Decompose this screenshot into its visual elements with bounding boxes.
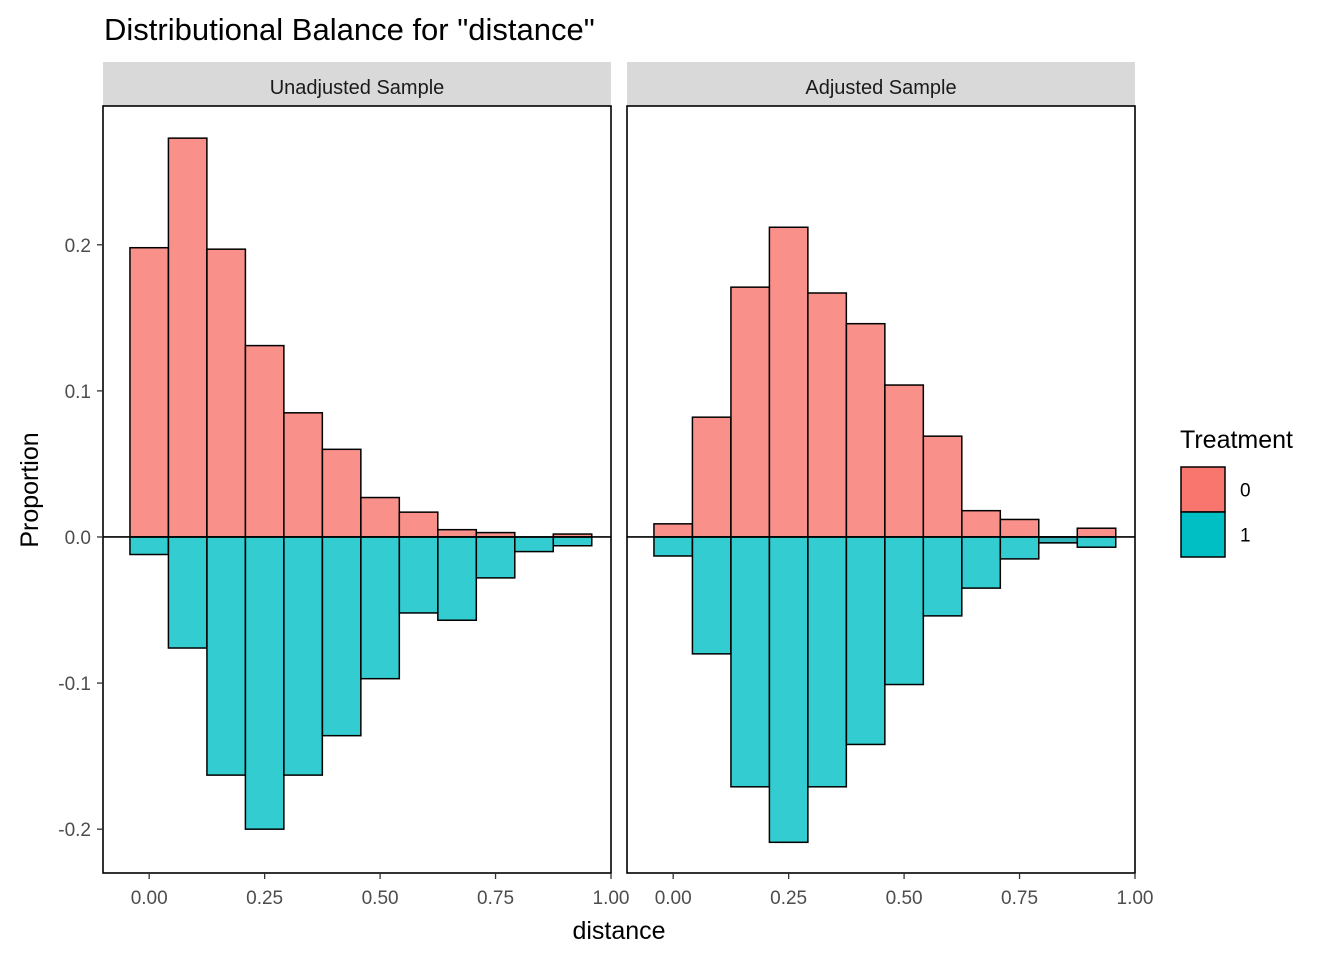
- bar: [206, 536, 247, 776]
- bar: [283, 536, 324, 776]
- x-tick-label: 0.75: [1001, 888, 1038, 909]
- x-tick-label: 0.50: [362, 888, 399, 909]
- bar: [730, 536, 771, 788]
- bar: [321, 536, 362, 737]
- x-tick-label: 0.25: [770, 888, 807, 909]
- bar: [884, 384, 925, 538]
- bar: [437, 528, 478, 538]
- y-tick-label: 0.2: [65, 236, 91, 257]
- bar: [398, 511, 439, 538]
- bar: [360, 536, 401, 680]
- x-tick-label: 1.00: [593, 888, 630, 909]
- y-tick-label: -0.2: [58, 820, 91, 841]
- bar: [768, 226, 809, 538]
- bar: [653, 536, 694, 557]
- bar: [730, 286, 771, 538]
- bar: [244, 344, 285, 538]
- bar: [1038, 536, 1078, 544]
- bar: [845, 536, 886, 746]
- x-tick-label: 1.00: [1117, 888, 1154, 909]
- bar: [552, 536, 593, 547]
- bar: [999, 518, 1040, 538]
- panel-strip: [103, 62, 611, 106]
- legend-label: 0: [1240, 481, 1251, 502]
- bar: [167, 536, 208, 649]
- bar: [845, 322, 886, 538]
- y-axis-title: Proportion: [16, 432, 44, 547]
- bar: [653, 523, 694, 538]
- bar: [129, 536, 170, 556]
- x-tick-label: 0.00: [131, 888, 168, 909]
- x-tick-label: 0.00: [655, 888, 692, 909]
- x-tick-label: 0.50: [886, 888, 923, 909]
- x-tick-label: 0.25: [246, 888, 283, 909]
- bar: [360, 496, 401, 538]
- bar: [768, 536, 809, 844]
- panel-strip-label: Adjusted Sample: [805, 77, 956, 99]
- y-tick-label: 0.0: [65, 528, 91, 549]
- bar: [167, 137, 208, 538]
- bar: [961, 536, 1002, 589]
- panel-strip-label: Unadjusted Sample: [270, 77, 445, 99]
- bar: [514, 536, 554, 553]
- bar: [999, 536, 1040, 560]
- bar: [884, 536, 925, 686]
- panel-border: [102, 105, 612, 874]
- series-0-bars: [129, 137, 593, 538]
- legend-key: [1180, 511, 1226, 558]
- bar: [206, 248, 247, 538]
- legend: Treatment 0 1: [1180, 426, 1293, 558]
- bar: [283, 412, 324, 538]
- panel-2: Adjusted Sample 0.00 0.25 0.50 0.75 1.00: [626, 62, 1154, 909]
- bar: [807, 536, 848, 788]
- bar: [321, 448, 362, 538]
- x-tick-label: 0.75: [477, 888, 514, 909]
- y-tick-label: -0.1: [58, 674, 91, 695]
- bar: [691, 536, 732, 655]
- bar: [961, 509, 1002, 538]
- panel-strip: [627, 62, 1135, 106]
- bar: [398, 536, 439, 614]
- series-1-bars: [129, 536, 593, 830]
- y-axis: 0.2 0.1 0.0 -0.1 -0.2: [58, 236, 103, 841]
- x-axis-title: distance: [572, 917, 665, 945]
- series-0-bars: [653, 226, 1117, 544]
- legend-label: 1: [1240, 526, 1251, 547]
- bar: [244, 536, 285, 830]
- bar: [922, 536, 963, 617]
- bar: [922, 435, 963, 538]
- series-1-bars: [653, 536, 1117, 844]
- bar: [1076, 536, 1117, 548]
- panel-1: Unadjusted Sample 0.00 0.25 0.50 0.75 1.00: [102, 62, 630, 909]
- legend-title: Treatment: [1180, 426, 1293, 454]
- legend-key: [1180, 466, 1226, 513]
- y-tick-label: 0.1: [65, 382, 91, 403]
- panel-border: [626, 105, 1136, 874]
- bar: [475, 536, 516, 579]
- bar: [807, 292, 848, 538]
- bar: [437, 536, 478, 622]
- bar: [691, 416, 732, 538]
- chart-title: Distributional Balance for "distance": [104, 12, 595, 47]
- bar: [129, 246, 170, 538]
- bar: [1076, 527, 1117, 538]
